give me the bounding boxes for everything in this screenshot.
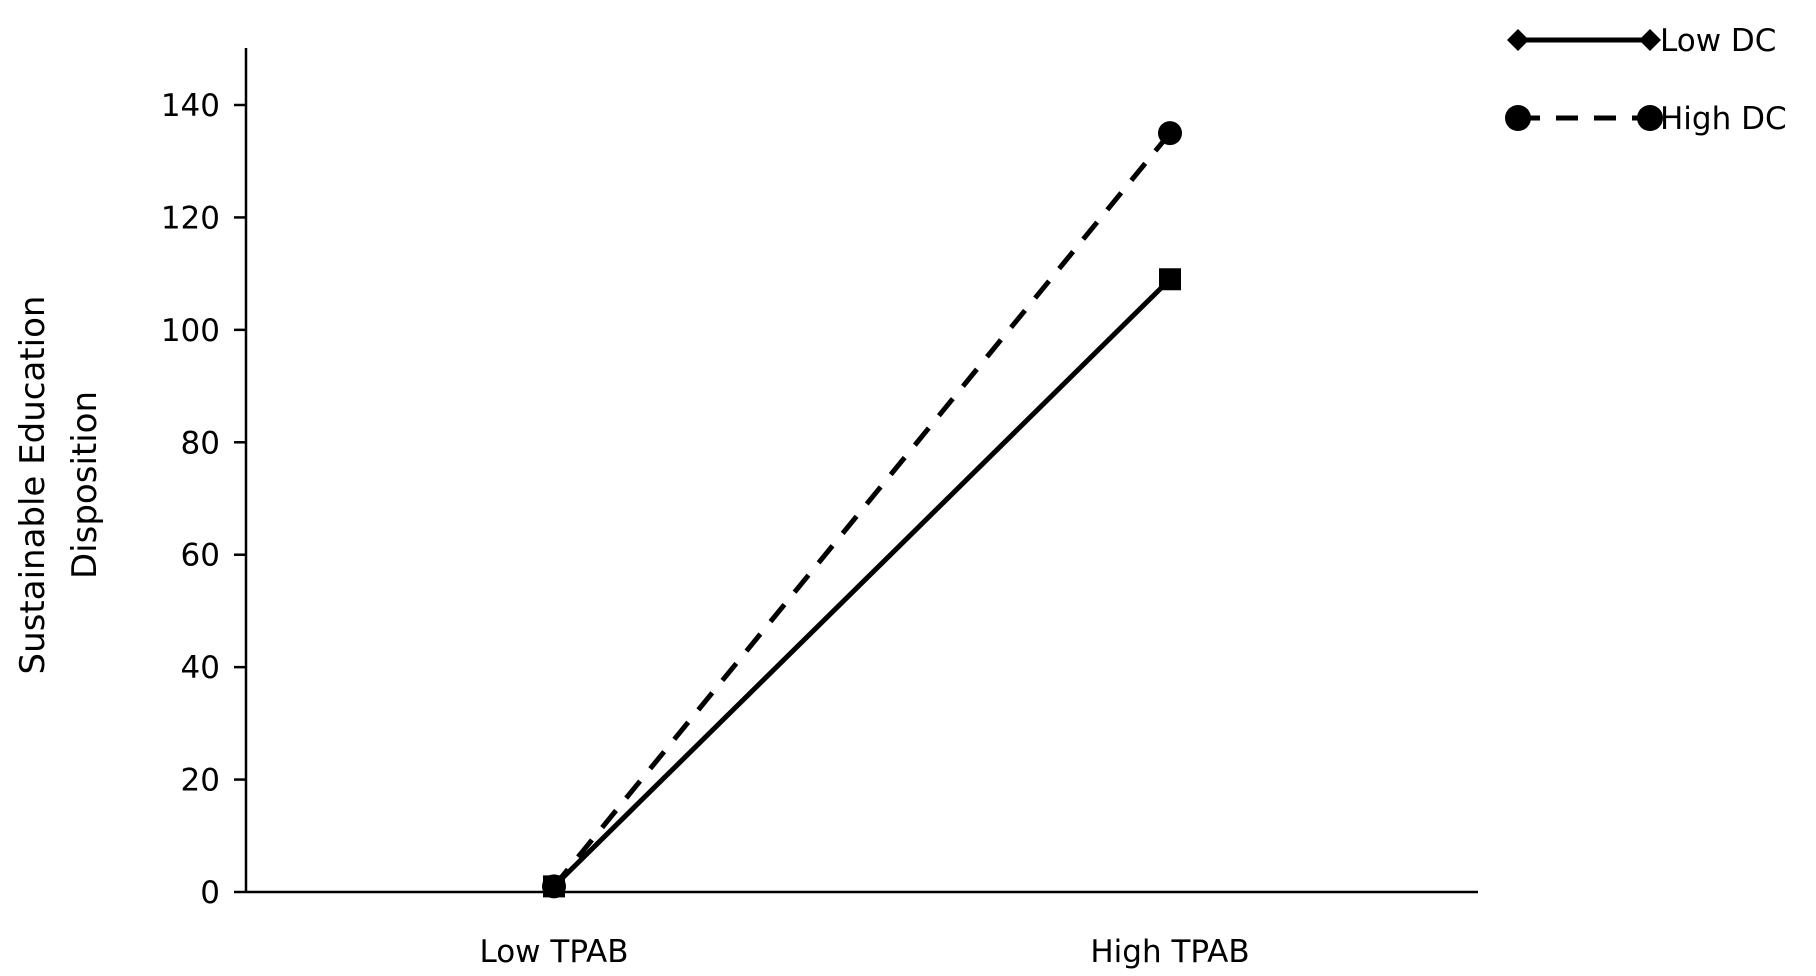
data-point-high-dc [1158,121,1182,146]
legend-marker [1505,105,1531,131]
legend-marker [1637,105,1663,131]
y-tick-label: 60 [181,538,220,574]
y-tick-label: 140 [161,88,220,124]
y-tick-label: 120 [161,200,220,236]
y-tick-label: 40 [181,650,220,686]
y-axis-title-line-1: Sustainable Education [13,296,53,675]
y-axis-title-line-2: Disposition [65,391,105,579]
chart-axes [244,48,1478,894]
legend-marker [1639,29,1661,51]
chart-series [542,121,1182,899]
legend: Low DC High DC [1505,23,1787,137]
series-line-high-dc [552,131,1172,888]
y-tick-label: 20 [181,763,220,799]
y-tick-label: 0 [200,875,220,911]
y-tick-label: 100 [161,313,220,349]
x-axis-ticks: Low TPAB High TPAB [479,934,1249,970]
y-axis-ticks: 0 20 40 60 80 100 120 140 [161,88,246,911]
data-point-low-dc [543,875,565,898]
y-tick-label: 80 [181,425,220,461]
legend-label: High DC [1660,101,1787,137]
x-tick-label: High TPAB [1090,934,1249,970]
legend-label: Low DC [1660,23,1776,59]
x-tick-label: Low TPAB [479,934,628,970]
data-point-low-dc [1159,268,1181,291]
legend-marker [1507,29,1529,51]
y-axis-title: Sustainable Education Disposition [13,296,105,675]
series-line-low-dc [552,277,1172,889]
